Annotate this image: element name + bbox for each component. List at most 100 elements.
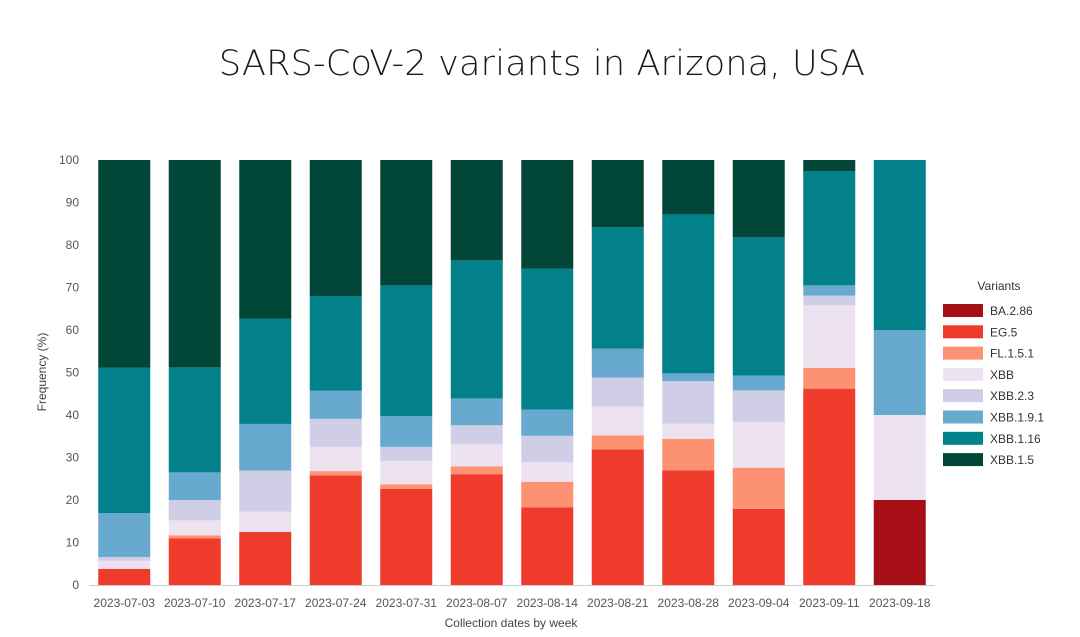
y-tick-label: 10	[66, 536, 80, 550]
bar-segment-xbb-2-3	[521, 435, 574, 463]
y-tick-label: 80	[66, 238, 80, 252]
bar-segment-xbb-1-5	[309, 160, 362, 296]
y-tick-label: 100	[59, 153, 79, 167]
bar-segment-eg-5	[309, 475, 362, 585]
legend-item-xbb-2-3: XBB.2.3	[943, 389, 1034, 403]
x-tick-label: 2023-07-17	[235, 596, 297, 610]
bar-segment-xbb-1-5	[732, 160, 785, 238]
bar-segment-xbb-2-3	[309, 418, 362, 447]
bar-segment-xbb	[873, 415, 926, 500]
bar-segment-fl-1-5-1	[803, 367, 856, 389]
y-tick-label: 50	[66, 366, 80, 380]
bar-segment-xbb	[309, 446, 362, 472]
x-tick-label: 2023-08-14	[517, 596, 579, 610]
legend-swatch	[943, 367, 983, 381]
y-tick-label: 90	[66, 196, 80, 210]
bar-segment-xbb	[168, 520, 221, 536]
legend-label: XBB.2.3	[990, 389, 1034, 403]
y-tick-label: 20	[66, 493, 80, 507]
legend-item-xbb: XBB	[943, 367, 1014, 382]
bar-segment-xbb-1-9-1	[873, 330, 926, 415]
bar-segment-xbb-1-5	[662, 160, 715, 215]
bar-segment-xbb-2-3	[380, 446, 433, 461]
legend-label: XBB.1.5	[990, 453, 1034, 467]
bar-segment-xbb-1-9-1	[239, 423, 292, 471]
x-tick-label: 2023-07-10	[164, 596, 226, 610]
x-tick-label: 2023-09-18	[869, 596, 931, 610]
bar-segment-fl-1-5-1	[380, 484, 433, 489]
legend-swatch	[943, 304, 983, 317]
bar-segment-xbb	[239, 511, 292, 532]
bar-column	[380, 160, 433, 585]
x-tick-label: 2023-08-07	[446, 596, 508, 610]
legend-swatch	[943, 389, 983, 403]
bar-segment-fl-1-5-1	[309, 471, 362, 476]
bar-segment-ba-2-86	[873, 500, 926, 585]
bar-column	[873, 160, 926, 585]
bar-segment-eg-5	[521, 507, 574, 585]
bar-segment-xbb	[662, 423, 715, 439]
bar-segment-eg-5	[450, 474, 503, 585]
x-tick-label: 2023-07-03	[94, 596, 156, 610]
bar-segment-fl-1-5-1	[521, 481, 574, 508]
y-tick-label: 40	[66, 408, 80, 422]
legend-item-xbb-1-9-1: XBB.1.9.1	[943, 410, 1044, 425]
bar-segment-xbb-1-5	[450, 160, 503, 261]
bar-column	[168, 160, 221, 585]
y-tick-label: 70	[66, 281, 80, 295]
legend-item-fl-1-5-1: FL.1.5.1	[943, 346, 1034, 361]
bar-segment-fl-1-5-1	[662, 438, 715, 471]
bar-segment-xbb-1-16	[521, 268, 574, 410]
bar-segment-eg-5	[662, 470, 715, 585]
legend-item-xbb-1-5: XBB.1.5	[943, 453, 1034, 467]
bar-segment-xbb-2-3	[732, 390, 785, 422]
bar-segment-xbb-1-16	[591, 227, 644, 349]
bar-segment-xbb-2-3	[98, 556, 151, 561]
legend-title: Variants	[977, 279, 1020, 293]
bar-segment-xbb-1-9-1	[168, 472, 221, 500]
x-tick-label: 2023-09-04	[728, 596, 790, 610]
x-tick-label: 2023-08-21	[587, 596, 649, 610]
bar-column	[521, 160, 574, 585]
x-tick-label: 2023-07-24	[305, 596, 367, 610]
y-axis-label: Frequency (%)	[35, 333, 49, 412]
bar-segment-xbb-1-9-1	[380, 416, 433, 447]
bar-segment-xbb-1-9-1	[591, 348, 644, 378]
y-tick-label: 0	[72, 578, 79, 592]
bar-segment-eg-5	[591, 449, 644, 585]
legend-item-xbb-1-16: XBB.1.16	[943, 431, 1041, 446]
legend-label: XBB.1.9.1	[990, 411, 1044, 425]
legend-swatch	[943, 346, 983, 360]
bar-segment-eg-5	[380, 488, 433, 585]
y-tick-label: 60	[66, 323, 80, 337]
bar-segment-xbb	[380, 460, 433, 485]
bar-segment-xbb-2-3	[803, 295, 856, 306]
bar-segment-xbb-1-16	[873, 160, 926, 330]
bar-segment-xbb	[803, 305, 856, 368]
bar-segment-xbb-2-3	[239, 470, 292, 512]
bar-segment-xbb-1-5	[98, 160, 151, 368]
bar-segment-xbb-2-3	[450, 425, 503, 444]
bar-segment-xbb-1-16	[803, 171, 856, 286]
bar-segment-xbb-1-5	[239, 160, 292, 319]
bar-segment-xbb-2-3	[662, 381, 715, 424]
bars-group	[98, 160, 926, 585]
bar-segment-eg-5	[732, 508, 785, 585]
bar-segment-xbb-1-9-1	[450, 398, 503, 426]
bar-segment-xbb-1-9-1	[309, 390, 362, 419]
bar-segment-eg-5	[98, 568, 151, 585]
legend-label: EG.5	[990, 325, 1018, 339]
bar-segment-xbb-1-9-1	[521, 409, 574, 436]
bar-segment-eg-5	[803, 388, 856, 585]
bar-column	[732, 160, 785, 585]
bar-segment-xbb-1-5	[168, 160, 221, 368]
bar-column	[662, 160, 715, 585]
chart-title: SARS-CoV-2 variants in Arizona, USA	[218, 44, 866, 84]
x-tick-label: 2023-07-31	[376, 596, 438, 610]
legend-label: XBB.1.16	[990, 432, 1041, 446]
legend-item-ba-2-86: BA.2.86	[943, 304, 1033, 318]
bar-column	[591, 160, 644, 585]
bar-segment-xbb-1-16	[732, 237, 785, 376]
x-axis: 2023-07-03 2023-07-10 2023-07-17 2023-07-24…	[89, 585, 935, 610]
